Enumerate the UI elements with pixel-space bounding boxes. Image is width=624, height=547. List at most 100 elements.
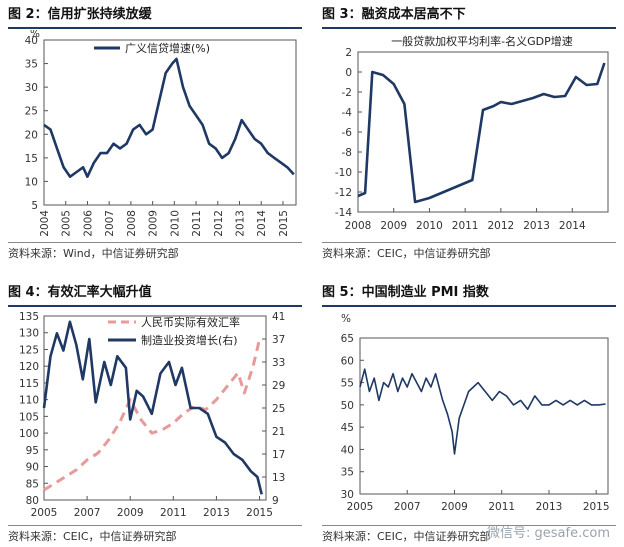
series-line-reer — [43, 339, 261, 492]
y-tick-label: 2 — [345, 47, 352, 59]
y-tick-label: 40 — [25, 35, 38, 47]
y-right-tick-label: 17 — [272, 449, 285, 461]
y-right-tick-label: 29 — [272, 380, 285, 392]
series-line-pmi — [359, 368, 606, 455]
x-tick-label: 2013 — [235, 210, 247, 237]
x-tick-label: 2005 — [31, 507, 58, 519]
y-tick-label: 25 — [25, 106, 38, 118]
y-tick-label: 40 — [341, 444, 354, 456]
y-tick-label: 60 — [341, 355, 354, 367]
y-tick-label: 55 — [341, 378, 354, 390]
y-tick-label: 15 — [25, 153, 38, 165]
panel-title: 图 5：中国制造业 PMI 指数 — [322, 285, 489, 300]
y-left-tick-label: 120 — [19, 361, 39, 373]
exchange-rate-chart: 80 85 90 95 100 105 110 115 120 125 130 135 9 13 17 21 2… — [19, 311, 285, 519]
x-tick-label: 2014 — [559, 220, 586, 232]
y-tick-label: -12 — [335, 187, 352, 199]
x-tick-label: 2008 — [126, 210, 138, 237]
x-tick-label: 2007 — [74, 507, 101, 519]
legend-label-reer: 人民币实际有效汇率 — [141, 315, 240, 329]
y-right-tick-label: 33 — [272, 357, 285, 369]
y-right-tick-label: 37 — [272, 334, 285, 346]
x-tick-label: 2011 — [488, 501, 515, 513]
legend-label: 广义信贷增速(%) — [125, 41, 210, 55]
y-tick-label: 20 — [25, 129, 38, 141]
x-tick-label: 2013 — [523, 220, 550, 232]
panel-title: 图 3：融资成本居高不下 — [322, 7, 466, 22]
y-tick-label: -14 — [335, 207, 352, 219]
y-right-tick-label: 9 — [272, 495, 279, 507]
x-tick-label: 2008 — [345, 220, 372, 232]
series-line-rate-gap — [357, 62, 606, 204]
y-tick-label: -10 — [335, 167, 352, 179]
y-tick-label: 35 — [341, 467, 354, 479]
x-tick-label: 2013 — [203, 507, 230, 519]
y-left-tick-label: 125 — [19, 344, 39, 356]
x-tick-label: 2004 — [39, 210, 51, 237]
plot-frame — [357, 51, 609, 213]
panel-pmi: 图 5：中国制造业 PMI 指数 % 30 35 40 45 50 55 60 65 2005 20… — [322, 282, 616, 544]
panel-source: 资料来源：Wind，中信证券研究部 — [8, 247, 179, 260]
financing-cost-chart: -14 -12 -10 -8 -6 -4 -2 0 2 2008 2009 2010 2011 2012 2… — [335, 34, 609, 232]
y-left-tick-label: 130 — [19, 328, 39, 340]
y-left-tick-label: 95 — [26, 445, 39, 457]
x-tick-label: 2011 — [191, 210, 203, 237]
x-tick-label: 2015 — [246, 507, 273, 519]
y-left-tick-label: 105 — [19, 411, 39, 423]
y-tick-label: 65 — [341, 333, 354, 345]
x-tick-label: 2010 — [169, 210, 181, 237]
title-rule — [322, 305, 616, 307]
x-tick-label: 2015 — [278, 210, 290, 237]
x-tick-label: 2009 — [380, 220, 407, 232]
y-right-tick-label: 21 — [272, 426, 285, 438]
y-unit-label: % — [341, 313, 351, 325]
source-rule — [8, 525, 302, 526]
panel-financing-cost: 图 3：融资成本居高不下 -14 -12 -10 -8 -6 -4 -2 0 2 2008 2009… — [322, 4, 616, 260]
y-tick-label: 5 — [31, 200, 38, 212]
x-tick-label: 2009 — [441, 501, 468, 513]
x-tick-label: 2005 — [347, 501, 374, 513]
y-left-tick-label: 115 — [19, 378, 39, 390]
y-tick-label: 45 — [341, 422, 354, 434]
source-rule — [322, 525, 616, 526]
y-tick-label: -4 — [342, 107, 353, 119]
watermark: 微信号: gesafe.com — [487, 526, 610, 541]
series-line-manufacturing-investment — [42, 320, 263, 495]
y-tick-label: 50 — [341, 400, 354, 412]
source-rule — [8, 242, 302, 243]
y-tick-label: 35 — [25, 59, 38, 71]
y-tick-label: -2 — [342, 87, 352, 99]
y-tick-label: 30 — [341, 489, 354, 501]
panel-title: 图 4：有效汇率大幅升值 — [8, 285, 152, 300]
plot-frame — [43, 39, 297, 206]
credit-growth-chart: % 5 10 15 20 25 30 35 40 2004 2005 2006 2007 2008 2009… — [25, 30, 297, 237]
panel-source: 资料来源：CEIC，中信证券研究部 — [322, 530, 491, 543]
y-left-tick-label: 100 — [19, 428, 39, 440]
y-left-tick-label: 90 — [26, 462, 39, 474]
x-tick-label: 2011 — [160, 507, 187, 519]
panel-exchange-rate: 图 4：有效汇率大幅升值 80 85 90 95 100 105 110 115 120 125 1… — [8, 282, 302, 544]
x-tick-label: 2012 — [213, 210, 225, 237]
x-tick-label: 2010 — [416, 220, 443, 232]
x-tick-label: 2012 — [487, 220, 514, 232]
y-tick-label: 30 — [25, 82, 38, 94]
x-tick-label: 2006 — [82, 210, 94, 237]
legend-label-investment: 制造业投资增长(右) — [141, 333, 238, 347]
y-tick-label: 10 — [25, 176, 38, 188]
y-unit-label: % — [30, 30, 40, 40]
y-left-tick-label: 85 — [26, 478, 39, 490]
y-tick-label: -8 — [342, 147, 352, 159]
title-rule — [322, 27, 616, 29]
x-tick-label: 2007 — [394, 501, 421, 513]
y-right-tick-label: 13 — [272, 472, 285, 484]
y-right-tick-label: 41 — [272, 311, 285, 323]
title-rule — [8, 305, 302, 307]
source-rule — [322, 242, 616, 243]
legend-label: 一般贷款加权平均利率-名义GDP增速 — [391, 34, 573, 48]
x-tick-label: 2011 — [452, 220, 479, 232]
x-tick-label: 2005 — [61, 210, 73, 237]
y-left-tick-label: 135 — [19, 311, 39, 323]
x-tick-label: 2015 — [583, 501, 610, 513]
y-tick-label: -6 — [342, 127, 353, 139]
pmi-chart: % 30 35 40 45 50 55 60 65 2005 2007 2009 2011 2013 201… — [341, 313, 610, 513]
